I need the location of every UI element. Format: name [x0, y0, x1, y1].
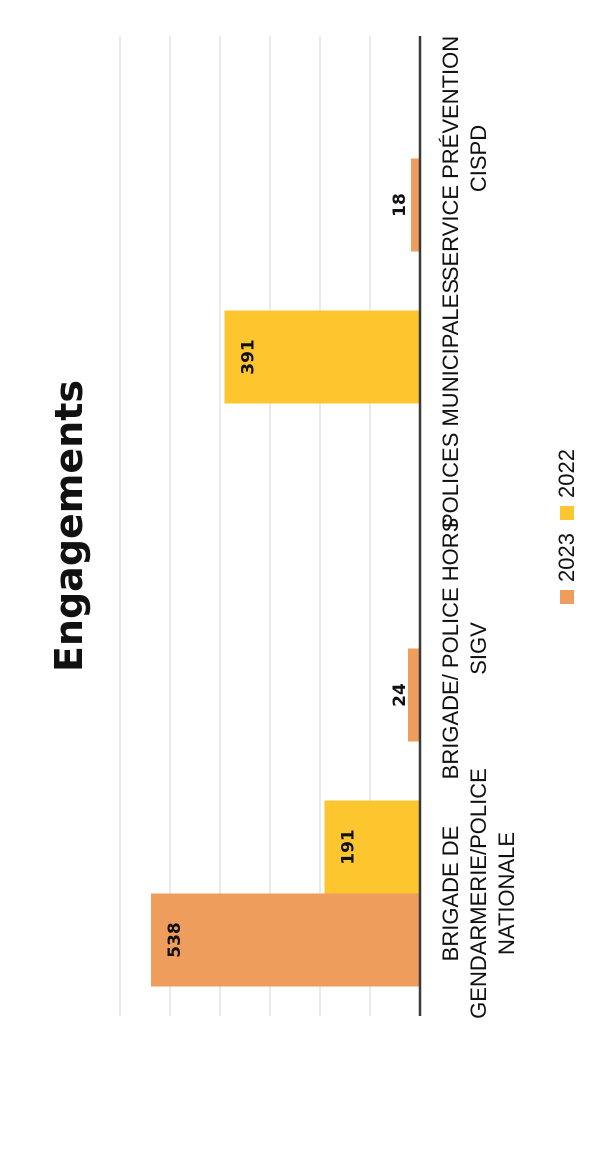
legend-swatch-2023 [560, 590, 574, 604]
data-label-2023-0: 538 [165, 922, 185, 958]
category-label: CISPD [466, 125, 491, 192]
bar-2023-1 [408, 648, 420, 742]
legend-label-2023: 2023 [554, 533, 579, 582]
bar-2023-3 [411, 158, 420, 252]
category-label: SIGV [466, 622, 491, 675]
bar-2022-0 [324, 800, 420, 894]
category-label: SERVICE PRÉVENTION [438, 36, 463, 281]
data-label-2022-0: 191 [339, 829, 359, 865]
category-label: GENDARMERIE/POLICE [466, 768, 491, 1019]
data-label-2023-1: 24 [390, 683, 410, 707]
bar-2022-2 [224, 310, 420, 404]
chart-title: Engagements [47, 380, 91, 672]
data-label-2022-2: 391 [239, 339, 259, 375]
category-label: BRIGADE DE [438, 826, 463, 962]
legend-swatch-2022 [560, 506, 574, 520]
category-label: POLICES MUNICIPALES [438, 279, 463, 528]
legend-label-2022: 2022 [554, 449, 579, 498]
bar-2023-0 [151, 893, 420, 987]
category-label: BRIGADE/ POLICE HORS [438, 518, 463, 780]
category-label: NATIONALE [494, 832, 519, 955]
data-label-2023-3: 18 [390, 193, 410, 217]
